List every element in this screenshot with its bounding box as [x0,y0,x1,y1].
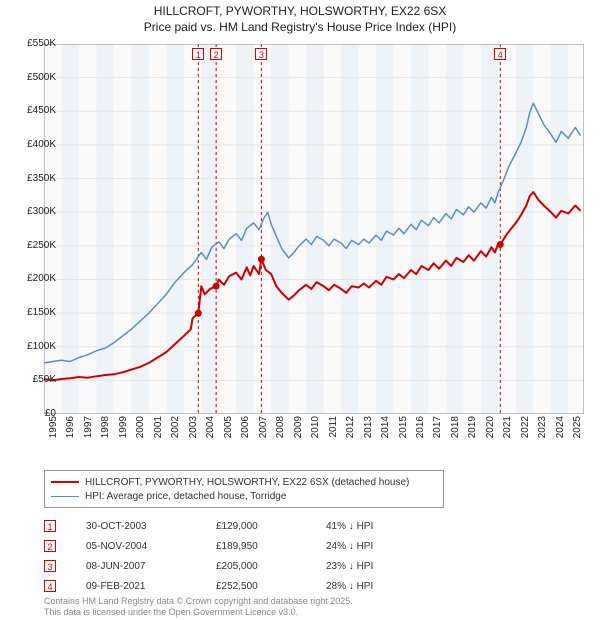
x-tick-label: 2016 [415,416,426,456]
title-line-2: Price paid vs. HM Land Registry's House … [0,20,600,36]
x-tick-label: 2023 [537,416,548,456]
footer-line-1: Contains HM Land Registry data © Crown c… [44,596,353,607]
title-block: HILLCROFT, PYWORTHY, HOLSWORTHY, EX22 6S… [0,0,600,35]
plot-area [44,44,584,414]
sales-table: 1 30-OCT-2003£129,00041% ↓ HPI 2 05-NOV-200… [44,516,416,596]
legend-label-hpi: HPI: Average price, detached house, Torr… [85,491,286,502]
legend-swatch-paid [51,481,79,483]
x-tick-label: 2015 [398,416,409,456]
x-tick-label: 2001 [153,416,164,456]
x-tick-label: 2010 [310,416,321,456]
y-tick-label: £400K [16,139,56,150]
x-tick-label: 2022 [520,416,531,456]
x-tick-label: 2025 [572,416,583,456]
sales-row: 2 05-NOV-2004£189,95024% ↓ HPI [44,536,416,556]
x-tick-label: 2000 [135,416,146,456]
sales-idx: 1 [44,520,56,532]
sales-diff: 23% ↓ HPI [326,561,416,572]
x-tick-label: 2024 [555,416,566,456]
chart-svg [44,44,584,414]
y-tick-label: £350K [16,173,56,184]
x-tick-label: 2003 [188,416,199,456]
x-tick-label: 2009 [293,416,304,456]
x-tick-label: 2017 [432,416,443,456]
x-tick-label: 2021 [502,416,513,456]
chart-container: HILLCROFT, PYWORTHY, HOLSWORTHY, EX22 6S… [0,0,600,620]
y-tick-label: £500K [16,72,56,83]
sales-row: 3 08-JUN-2007£205,00023% ↓ HPI [44,556,416,576]
legend-row-paid: HILLCROFT, PYWORTHY, HOLSWORTHY, EX22 6S… [51,475,437,489]
sales-idx: 3 [44,560,56,572]
footer-line-2: This data is licensed under the Open Gov… [44,607,353,618]
x-tick-label: 1997 [83,416,94,456]
sales-row: 4 09-FEB-2021£252,50028% ↓ HPI [44,576,416,596]
x-tick-label: 2018 [450,416,461,456]
title-line-1: HILLCROFT, PYWORTHY, HOLSWORTHY, EX22 6S… [0,4,600,20]
sale-marker-1: 1 [192,48,204,60]
sales-date: 09-FEB-2021 [86,581,216,592]
legend-row-hpi: HPI: Average price, detached house, Torr… [51,489,437,503]
x-tick-label: 2012 [345,416,356,456]
x-tick-label: 2013 [363,416,374,456]
sales-price: £205,000 [216,561,326,572]
sales-diff: 24% ↓ HPI [326,541,416,552]
footer: Contains HM Land Registry data © Crown c… [44,596,353,618]
y-tick-label: £50K [16,374,56,385]
sales-idx: 2 [44,540,56,552]
sales-price: £129,000 [216,521,326,532]
sales-diff: 41% ↓ HPI [326,521,416,532]
sales-price: £252,500 [216,581,326,592]
x-tick-label: 1998 [100,416,111,456]
x-tick-label: 2004 [205,416,216,456]
sales-row: 1 30-OCT-2003£129,00041% ↓ HPI [44,516,416,536]
sales-idx: 4 [44,580,56,592]
x-tick-label: 2007 [258,416,269,456]
sales-diff: 28% ↓ HPI [326,581,416,592]
sale-marker-2: 2 [210,48,222,60]
x-tick-label: 1999 [118,416,129,456]
x-tick-label: 2019 [467,416,478,456]
legend: HILLCROFT, PYWORTHY, HOLSWORTHY, EX22 6S… [44,470,444,508]
y-tick-label: £300K [16,206,56,217]
y-tick-label: £200K [16,273,56,284]
x-tick-label: 2008 [275,416,286,456]
x-tick-label: 2006 [240,416,251,456]
y-tick-label: £550K [16,38,56,49]
x-tick-label: 2020 [485,416,496,456]
sales-date: 30-OCT-2003 [86,521,216,532]
sale-marker-4: 4 [494,48,506,60]
sales-date: 08-JUN-2007 [86,561,216,572]
sale-marker-3: 3 [255,48,267,60]
x-tick-label: 1995 [48,416,59,456]
x-tick-label: 2011 [328,416,339,456]
x-tick-label: 2002 [170,416,181,456]
legend-label-paid: HILLCROFT, PYWORTHY, HOLSWORTHY, EX22 6S… [85,477,409,488]
x-tick-label: 1996 [65,416,76,456]
sales-price: £189,950 [216,541,326,552]
sales-date: 05-NOV-2004 [86,541,216,552]
x-tick-label: 2014 [380,416,391,456]
y-tick-label: £100K [16,341,56,352]
y-tick-label: £150K [16,307,56,318]
x-tick-label: 2005 [223,416,234,456]
y-tick-label: £450K [16,105,56,116]
y-tick-label: £250K [16,240,56,251]
legend-swatch-hpi [51,496,79,497]
